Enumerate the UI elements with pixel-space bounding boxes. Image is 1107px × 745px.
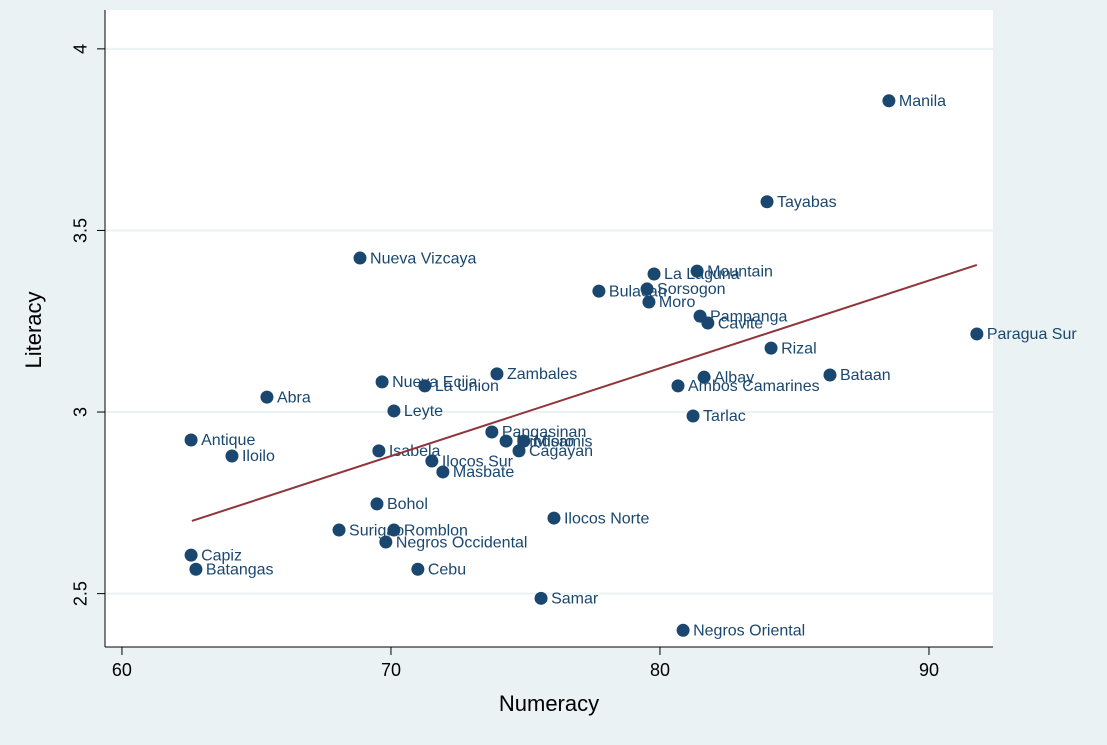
point bbox=[517, 434, 531, 448]
fit-line bbox=[191, 263, 978, 522]
point-label: Manila bbox=[899, 93, 946, 110]
point bbox=[676, 623, 690, 637]
point bbox=[642, 295, 656, 309]
point bbox=[184, 433, 198, 447]
point bbox=[184, 548, 198, 562]
point-label: Tayabas bbox=[777, 194, 837, 211]
point-label: Albay bbox=[714, 369, 754, 386]
point bbox=[592, 284, 606, 298]
plot-area bbox=[105, 10, 993, 647]
point bbox=[764, 341, 778, 355]
point-label: Ilocos Norte bbox=[564, 510, 649, 527]
point-label: Isabela bbox=[389, 443, 441, 460]
point bbox=[697, 370, 711, 384]
point-label: Batangas bbox=[206, 562, 274, 579]
point bbox=[411, 562, 425, 576]
point-label: Negros Occidental bbox=[396, 534, 528, 551]
point bbox=[647, 267, 661, 281]
point bbox=[418, 379, 432, 393]
point-label: Sorsogon bbox=[657, 281, 726, 298]
point bbox=[485, 425, 499, 439]
point bbox=[372, 444, 386, 458]
point bbox=[547, 511, 561, 525]
point-label: Negros Oriental bbox=[693, 623, 805, 640]
x-tick-label: 80 bbox=[650, 660, 670, 680]
point bbox=[387, 523, 401, 537]
x-tick-label: 90 bbox=[919, 660, 939, 680]
point bbox=[370, 497, 384, 511]
point-label: La Union bbox=[435, 378, 499, 395]
point-label: Antique bbox=[201, 432, 255, 449]
x-tick-label: 70 bbox=[381, 660, 401, 680]
point-label: Ilocos Sur bbox=[442, 453, 514, 470]
point-label: Rizal bbox=[781, 340, 817, 357]
point-label: Iloilo bbox=[242, 448, 275, 465]
point-label: Tarlac bbox=[703, 408, 746, 425]
point-label: Zambales bbox=[507, 366, 577, 383]
point bbox=[882, 94, 896, 108]
point bbox=[671, 379, 685, 393]
point bbox=[332, 523, 346, 537]
point bbox=[260, 390, 274, 404]
y-tick-label: 3 bbox=[71, 407, 91, 417]
point bbox=[353, 251, 367, 265]
point-label: Masbate bbox=[453, 464, 514, 481]
y-tick-label: 3.5 bbox=[71, 218, 91, 243]
point-label: Capiz bbox=[201, 547, 242, 564]
point-label: Moro bbox=[659, 294, 696, 311]
point-label: Romblon bbox=[404, 522, 468, 539]
point bbox=[640, 282, 654, 296]
point-label: Mountain bbox=[707, 263, 773, 280]
y-tick-label: 2.5 bbox=[71, 581, 91, 606]
point bbox=[189, 562, 203, 576]
point bbox=[690, 264, 704, 278]
point bbox=[686, 409, 700, 423]
point-label: Leyte bbox=[404, 403, 443, 420]
point-label: Samar bbox=[551, 591, 599, 608]
point bbox=[701, 316, 715, 330]
point bbox=[425, 454, 439, 468]
point-label: Mindoro bbox=[516, 433, 574, 450]
point-label: Paragua Sur bbox=[987, 326, 1078, 343]
point-label: Bataan bbox=[840, 367, 891, 384]
point bbox=[823, 368, 837, 382]
point bbox=[760, 195, 774, 209]
point bbox=[970, 327, 984, 341]
point-label: Pampanga bbox=[710, 308, 787, 325]
point bbox=[499, 434, 513, 448]
point bbox=[379, 535, 393, 549]
point bbox=[436, 465, 450, 479]
point bbox=[375, 375, 389, 389]
point-label: Nueva Vizcaya bbox=[370, 250, 477, 267]
point bbox=[387, 404, 401, 418]
point-label: Misamis bbox=[534, 433, 593, 450]
point bbox=[512, 444, 526, 458]
y-axis-title: Literacy bbox=[21, 291, 46, 368]
point-label: Cagayan bbox=[529, 443, 593, 460]
point-label: Cebu bbox=[428, 562, 466, 579]
x-axis-title: Numeracy bbox=[499, 691, 599, 716]
point-label: Abra bbox=[277, 389, 311, 406]
point bbox=[490, 367, 504, 381]
x-tick-label: 60 bbox=[112, 660, 132, 680]
point-label: Cavite bbox=[718, 315, 763, 332]
point bbox=[225, 449, 239, 463]
y-tick-label: 4 bbox=[71, 44, 91, 54]
point bbox=[534, 591, 548, 605]
point-label: Ambos Camarines bbox=[688, 378, 820, 395]
point-label: Bohol bbox=[387, 496, 428, 513]
point-label: Nueva Ecija bbox=[392, 374, 477, 391]
